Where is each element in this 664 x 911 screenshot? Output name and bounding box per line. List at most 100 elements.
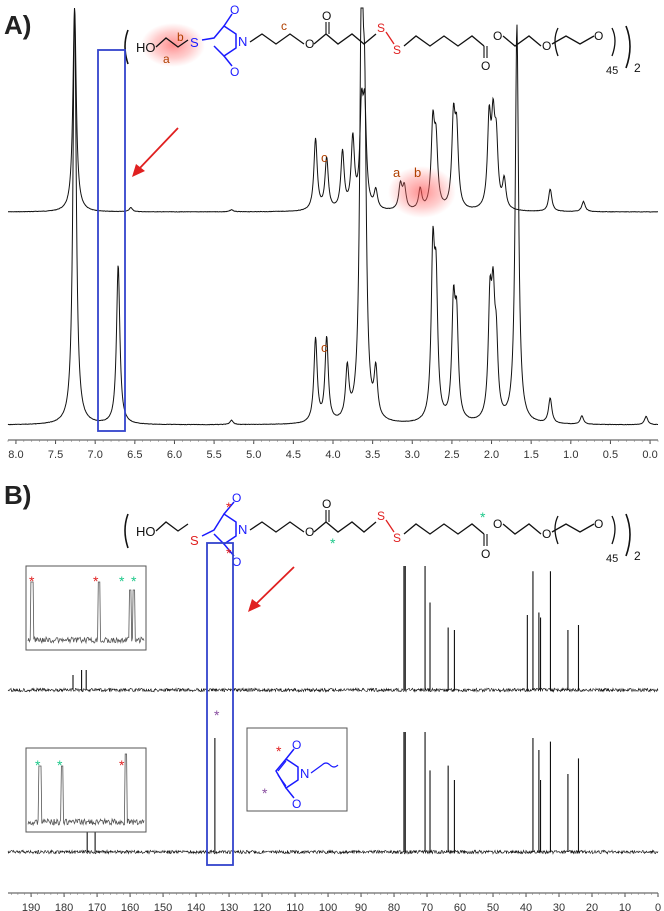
oxygen-top-b: O	[232, 491, 241, 505]
peak-label-c-bottom: c	[321, 340, 328, 355]
bond-co-top	[223, 13, 233, 27]
bond-propyl	[249, 33, 305, 45]
nitrogen-b: N	[238, 522, 247, 537]
structure-a: HO a b S O O N c O O S S O O O O 45 2	[124, 3, 641, 79]
axis-tick-label: 80	[388, 902, 400, 911]
bond-carbonyl	[325, 22, 330, 34]
axis-tick-label: 70	[421, 902, 433, 911]
axis-tick-label: 130	[220, 902, 238, 911]
axis-tick-label: 5.5	[206, 449, 221, 461]
bracket-right-a	[625, 25, 631, 69]
bracket-left	[124, 29, 129, 65]
highlight-box-b	[206, 542, 234, 866]
star-purple-maleimide: *	[262, 785, 268, 801]
bond-chain-2	[403, 35, 485, 47]
axis-tick-label: 6.0	[167, 449, 182, 461]
bond-ss	[385, 31, 395, 45]
axis-tick-label: 4.0	[325, 449, 340, 461]
arrow-a	[132, 127, 179, 177]
axis-tick-label: 110	[286, 902, 304, 911]
axis-tick-label: 2.0	[484, 449, 499, 461]
label-c: c	[281, 19, 287, 33]
arrow-b	[248, 566, 295, 612]
oxygen-ester-b2: O	[493, 517, 502, 531]
oxygen-carbonyl-a: O	[322, 9, 331, 23]
bond-chain-ab	[155, 37, 189, 48]
axis-tick-label: 150	[154, 902, 172, 911]
oxygen-peg2-a: O	[594, 29, 603, 43]
star-green-inset1: *	[119, 573, 125, 589]
inset-zoom-bottom-trace	[27, 753, 145, 827]
inset-maleimide-n: N	[300, 766, 309, 781]
oxygen-ester-a2: O	[493, 29, 502, 43]
peg-bracket-b	[551, 515, 616, 545]
bond-ester	[313, 33, 377, 45]
axis-tick-label: 40	[520, 902, 532, 911]
inset-maleimide-o-bot: O	[292, 797, 301, 811]
star-green-inset4: *	[57, 757, 63, 773]
oxygen-carbonyl-b: O	[322, 497, 331, 511]
peak-label-c-top: c	[321, 150, 328, 165]
axis-tick-label: 2.5	[444, 449, 459, 461]
hydroxyl-text: HO	[136, 40, 156, 55]
label-a: a	[163, 52, 170, 66]
axis-tick-label: 140	[187, 902, 205, 911]
axis-tick-label: 30	[553, 902, 565, 911]
inset-zoom-top: * * * *	[25, 565, 147, 651]
sulfur-a-left: S	[190, 35, 199, 50]
axis-tick-label: 190	[22, 902, 40, 911]
label-b: b	[177, 30, 184, 44]
oxygen-peg1-b: O	[542, 527, 551, 541]
nitrogen-a: N	[238, 34, 247, 49]
spectrum-trace	[7, 7, 658, 426]
oxygen-carbonyl-b2: O	[481, 547, 490, 561]
bond-peg-b	[502, 523, 542, 535]
peak-label-b-top: b	[414, 165, 421, 180]
subscript-2-a: 2	[634, 61, 641, 75]
panel-label-b: B)	[4, 480, 32, 510]
oxygen-carbonyl-a2: O	[481, 59, 490, 73]
axis-tick-label: 1.5	[524, 449, 539, 461]
bond-peg	[502, 35, 542, 47]
axis-tick-label: 10	[619, 902, 631, 911]
star-red-inset2: *	[93, 573, 99, 589]
structure-b: HO S O O * * N O O * S S * O O O O 45 2	[124, 491, 641, 569]
axis-tick-label: 170	[88, 902, 106, 911]
axis-tick-label: 1.0	[563, 449, 578, 461]
spectrum-trace	[7, 849, 659, 855]
star-green-b1: *	[330, 535, 336, 551]
bond-carbonyl-2	[483, 46, 488, 58]
star-red-b1: *	[226, 499, 232, 515]
spectrum-a-top	[8, 7, 658, 213]
star-green-inset3: *	[35, 757, 41, 773]
axis-tick-label: 120	[253, 902, 271, 911]
oxygen-bot-a: O	[230, 65, 239, 79]
inset-maleimide: O O N * *	[246, 727, 348, 812]
bond-propyl-b	[249, 521, 305, 533]
star-red-maleimide: *	[276, 743, 282, 759]
sulfur-ss2-a: S	[393, 43, 401, 57]
bond-carbonyl-b	[325, 510, 330, 522]
oxygen-ester-a: O	[305, 37, 314, 51]
sulfur-ss1-b: S	[377, 509, 385, 523]
star-red-inset1: *	[29, 573, 35, 589]
axis-tick-label: 160	[121, 902, 139, 911]
peg-bracket-a	[551, 27, 616, 57]
axis-tick-label: 6.5	[127, 449, 142, 461]
subscript-2-b: 2	[634, 549, 641, 563]
axis-tick-label: 8.0	[8, 449, 23, 461]
axis-tick-label: 7.5	[48, 449, 63, 461]
star-red-inset3: *	[119, 757, 125, 773]
subscript-n-a: 45	[606, 65, 618, 77]
sulfur-ss1-a: S	[377, 21, 385, 35]
axis-tick-label: 60	[454, 902, 466, 911]
axis-tick-label: 7.0	[88, 449, 103, 461]
bond-ss-b	[385, 519, 395, 533]
axis-tick-label: 180	[55, 902, 73, 911]
axis-tick-label: 20	[586, 902, 598, 911]
sulfur-b-left: S	[190, 533, 199, 548]
highlight-glow-ab	[141, 23, 205, 67]
star-green-inset2: *	[131, 573, 137, 589]
x-axis-a: 8.0 7.5 7.0 6.5 6.0 5.5 5.0 4.5 4.0 3.5 3.0 2.5 2.0 1…	[7, 439, 659, 461]
